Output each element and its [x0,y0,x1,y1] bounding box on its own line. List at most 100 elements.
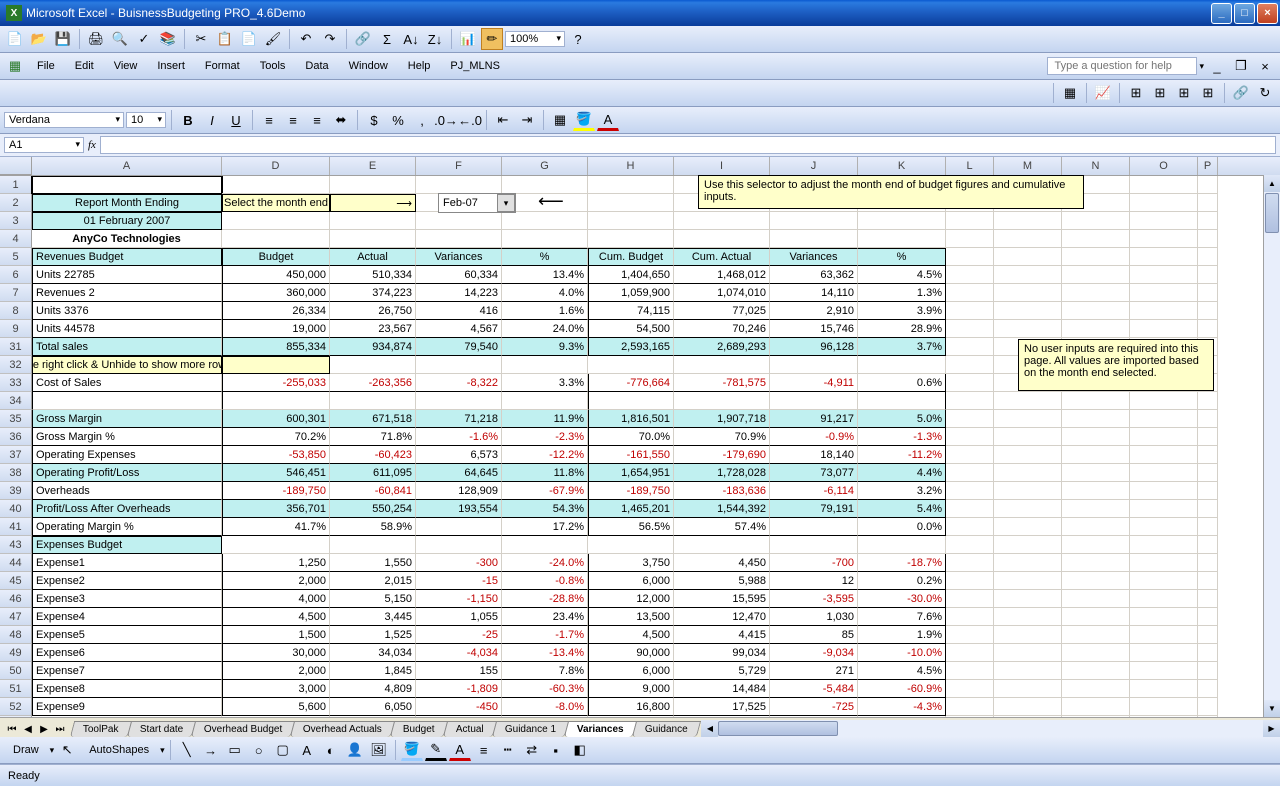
cell[interactable] [946,698,994,716]
horizontal-scrollbar[interactable]: ◀ ▶ [701,720,1280,737]
select-objects-icon[interactable]: ↖ [56,739,78,761]
cell[interactable]: 18,140 [770,446,858,464]
cell[interactable]: 611,095 [330,464,416,482]
cell[interactable] [222,716,330,717]
cell[interactable]: Cost of Sales [32,374,222,392]
cell[interactable] [1130,590,1198,608]
cell[interactable]: 3,750 [588,554,674,572]
col-e[interactable]: E [330,157,416,175]
cell[interactable]: % [502,248,588,266]
cell[interactable] [1198,446,1218,464]
research-icon[interactable]: 📚 [157,28,179,50]
cell[interactable] [1130,302,1198,320]
cell[interactable] [946,284,994,302]
cell[interactable]: -4,034 [416,644,502,662]
cell[interactable]: 15,746 [770,320,858,338]
cell[interactable] [1062,230,1130,248]
cell[interactable] [674,212,770,230]
cell[interactable]: 23,567 [330,320,416,338]
cell[interactable]: 1,816,501 [588,410,674,428]
col-l[interactable]: L [946,157,994,175]
cell[interactable] [858,536,946,554]
cell[interactable] [946,266,994,284]
cell[interactable]: -2.3% [502,428,588,446]
cell[interactable] [1198,392,1218,410]
cell[interactable]: 70.9% [674,428,770,446]
cell[interactable]: ⟶ [330,194,416,212]
cell[interactable] [1198,482,1218,500]
cell[interactable]: 0.0% [858,518,946,536]
cell[interactable] [1130,518,1198,536]
menu-pjmlns[interactable]: PJ_MLNS [441,57,509,75]
cell[interactable] [770,356,858,374]
cell[interactable] [1130,320,1198,338]
cell[interactable]: Expense1 [32,554,222,572]
cell[interactable] [1130,284,1198,302]
cell[interactable]: 3.7% [858,338,946,356]
cell[interactable]: 4.0% [502,284,588,302]
cell[interactable]: Select the month end [222,194,330,212]
cell[interactable]: 671,518 [330,410,416,428]
textbox-icon[interactable]: ▢ [272,739,294,761]
cell[interactable]: 9,000 [588,680,674,698]
doc-close-icon[interactable]: × [1254,55,1276,77]
cell[interactable] [994,554,1062,572]
cell[interactable]: 26,334 [222,302,330,320]
cell[interactable]: 4,000 [222,590,330,608]
cell[interactable] [1198,680,1218,698]
cell[interactable] [994,464,1062,482]
row-header[interactable]: 34 [0,392,32,410]
cell[interactable]: 64,645 [416,464,502,482]
cell[interactable]: 1,059,900 [588,284,674,302]
cell[interactable]: 15,595 [674,590,770,608]
font-color-icon[interactable]: A [597,109,619,131]
cell[interactable]: 1,030 [770,608,858,626]
cell[interactable] [1062,320,1130,338]
cell[interactable]: -60.9% [858,680,946,698]
cell[interactable]: 360,000 [222,284,330,302]
cell[interactable]: Use right click & Unhide to show more ro… [32,356,222,374]
rectangle-icon[interactable]: ▭ [224,739,246,761]
dash-style-icon[interactable]: ┅ [497,739,519,761]
cell[interactable]: Cum. Budget [588,248,674,266]
cell[interactable]: 934,874 [330,338,416,356]
col-g[interactable]: G [502,157,588,175]
cell[interactable]: 4,415 [674,626,770,644]
cell[interactable]: 54.3% [502,500,588,518]
cell[interactable]: Expense4 [32,608,222,626]
scroll-up-icon[interactable]: ▲ [1264,175,1280,192]
cell[interactable]: -60.3% [502,680,588,698]
cell[interactable]: 12,000 [588,590,674,608]
cell[interactable] [770,536,858,554]
scroll-down-icon[interactable]: ▼ [1264,700,1280,717]
cell[interactable]: 3.3% [502,374,588,392]
cell[interactable] [858,230,946,248]
cell[interactable]: 416 [416,302,502,320]
cell[interactable]: 63,362 [770,266,858,284]
cell[interactable] [994,608,1062,626]
cell[interactable] [946,608,994,626]
cell[interactable]: -4.3% [858,698,946,716]
row-header[interactable]: 43 [0,536,32,554]
cell[interactable] [1198,212,1218,230]
month-combo[interactable]: Feb-07 [438,193,516,213]
row-header[interactable]: 9 [0,320,32,338]
cell[interactable]: 70,246 [674,320,770,338]
cell[interactable]: 28.9% [858,320,946,338]
cell[interactable] [1130,410,1198,428]
cell[interactable] [222,230,330,248]
merge-icon[interactable]: ⬌ [330,109,352,131]
cell[interactable]: 5.4% [858,500,946,518]
cell[interactable]: Profit/Loss After Overheads [32,500,222,518]
cell[interactable] [1130,248,1198,266]
cell[interactable]: 1.3% [858,284,946,302]
cell[interactable] [946,374,994,392]
cell[interactable] [1198,626,1218,644]
cell[interactable] [330,212,416,230]
cell[interactable]: AnyCo Technologies [32,230,222,248]
arrow-style-icon[interactable]: ⇄ [521,739,543,761]
row-header[interactable]: 44 [0,554,32,572]
cell[interactable]: -4,911 [770,374,858,392]
cell[interactable]: 855,334 [222,338,330,356]
cell[interactable]: 71,218 [416,410,502,428]
